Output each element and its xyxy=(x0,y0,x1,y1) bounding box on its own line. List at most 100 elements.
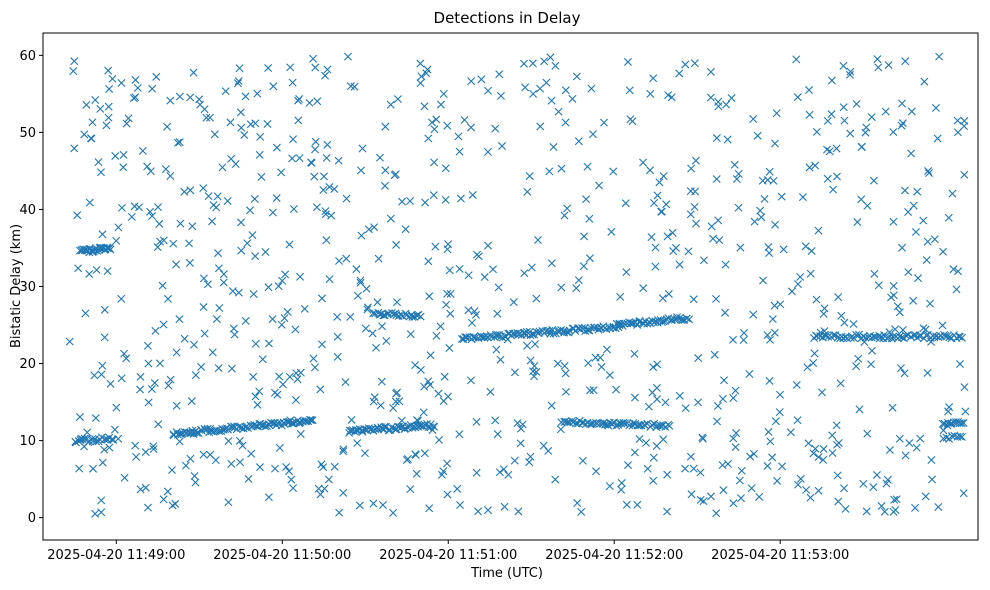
scatter-point xyxy=(694,354,703,363)
scatter-point xyxy=(712,175,721,184)
scatter-point xyxy=(859,479,868,488)
scatter-point xyxy=(745,370,754,378)
scatter-point xyxy=(874,281,883,290)
x-tick-label: 2025-04-20 11:53:00 xyxy=(711,548,849,563)
scatter-point xyxy=(681,404,690,413)
scatter-point xyxy=(155,359,164,368)
scatter-point xyxy=(240,131,249,140)
x-tick-label: 2025-04-20 11:51:00 xyxy=(379,548,517,563)
scatter-point xyxy=(141,483,150,492)
scatter-point xyxy=(483,147,492,156)
scatter-point xyxy=(155,219,164,228)
scatter-point xyxy=(907,149,916,158)
scatter-point xyxy=(280,314,289,323)
scatter-point xyxy=(664,91,673,100)
scatter-point xyxy=(347,415,356,424)
scatter-point xyxy=(653,191,662,200)
scatter-point xyxy=(706,492,715,501)
scatter-point xyxy=(509,298,518,307)
scatter-point xyxy=(687,490,696,499)
scatter-point xyxy=(833,471,842,480)
scatter-point xyxy=(319,185,328,194)
delay-track-12km-c-point xyxy=(629,419,638,428)
scatter-point xyxy=(750,217,759,226)
scatter-point xyxy=(852,99,861,108)
scatter-point xyxy=(647,233,656,242)
scatter-point xyxy=(532,294,541,303)
scatter-point xyxy=(880,507,889,516)
scatter-point xyxy=(467,123,476,132)
scatter-point xyxy=(949,265,958,274)
scatter-point xyxy=(88,118,97,127)
scatter-point xyxy=(812,127,821,136)
scatter-point xyxy=(147,385,156,394)
scatter-point xyxy=(191,371,200,380)
scatter-point xyxy=(770,328,779,337)
scatter-point xyxy=(889,291,898,300)
scatter-point xyxy=(811,161,820,170)
scatter-point xyxy=(237,246,246,255)
scatter-point xyxy=(769,176,778,185)
scatter-point xyxy=(233,79,242,88)
scatter-point xyxy=(234,77,243,86)
scatter-point xyxy=(374,254,383,263)
delay-track-24km-point xyxy=(586,323,595,332)
scatter-point xyxy=(889,217,898,226)
scatter-point xyxy=(330,185,339,194)
scatter-point xyxy=(690,59,699,68)
scatter-point xyxy=(117,374,126,383)
delay-track-12km-c-point xyxy=(633,421,642,430)
scatter-point xyxy=(525,458,534,467)
scatter-point xyxy=(97,370,106,379)
scatter-point xyxy=(432,331,441,340)
scatter-point xyxy=(684,247,693,256)
scatter-point xyxy=(792,380,801,389)
scatter-point xyxy=(649,453,658,462)
scatter-point xyxy=(642,438,651,447)
scatter-point xyxy=(173,138,182,147)
scatter-point xyxy=(419,408,428,417)
delay-track-26km-point xyxy=(416,312,425,321)
scatter-point xyxy=(857,195,866,204)
scatter-point xyxy=(289,484,298,493)
scatter-point xyxy=(305,98,314,107)
scatter-point xyxy=(229,324,238,333)
scatter-point xyxy=(243,239,252,248)
delay-track-24km-point xyxy=(528,330,537,339)
scatter-point xyxy=(108,74,117,83)
scatter-point xyxy=(820,304,829,313)
scatter-point xyxy=(696,495,705,504)
scatter-point xyxy=(718,394,727,403)
scatter-point xyxy=(143,503,152,512)
scatter-point xyxy=(560,361,569,370)
scatter-point xyxy=(105,84,114,93)
scatter-point xyxy=(358,144,367,153)
scatter-point xyxy=(805,163,814,172)
scatter-point xyxy=(839,61,848,70)
scatter-point xyxy=(291,325,300,334)
scatter-point xyxy=(273,390,282,399)
scatter-point xyxy=(500,502,509,511)
scatter-point xyxy=(771,417,780,426)
scatter-point xyxy=(612,385,621,394)
scatter-point xyxy=(909,201,918,210)
scatter-point xyxy=(862,507,871,516)
scatter-point xyxy=(224,437,233,445)
scatter-point xyxy=(944,213,953,222)
scatter-point xyxy=(802,485,811,494)
y-tick-label: 10 xyxy=(19,434,36,449)
scatter-point xyxy=(353,291,362,300)
scatter-point xyxy=(430,125,439,134)
scatter-point xyxy=(296,368,305,377)
scatter-point xyxy=(154,420,163,429)
scatter-point xyxy=(823,116,832,125)
scatter-point xyxy=(212,203,221,212)
scatter-point xyxy=(370,223,379,232)
scatter-point xyxy=(888,403,897,412)
scatter-point xyxy=(392,389,401,398)
scatter-point xyxy=(199,274,208,283)
scatter-point xyxy=(90,371,99,380)
scatter-point xyxy=(922,256,931,265)
scatter-point xyxy=(572,284,581,293)
scatter-point xyxy=(713,417,722,426)
